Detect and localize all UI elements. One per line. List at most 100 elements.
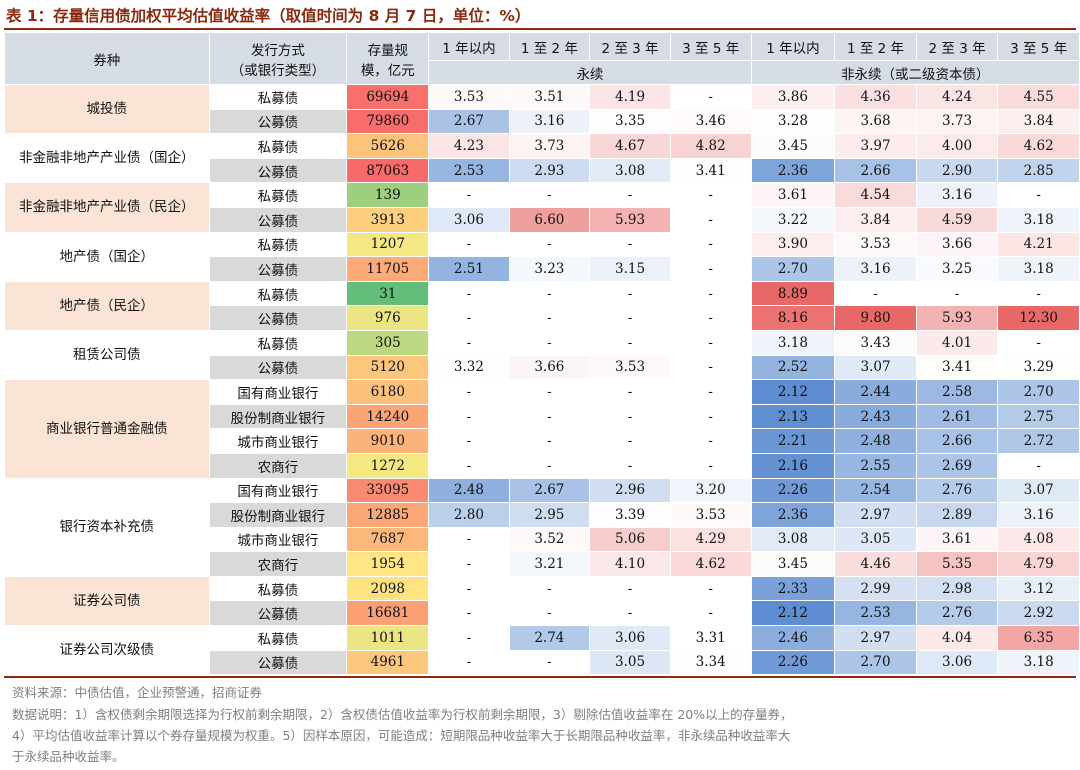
yield-cell: - xyxy=(589,379,671,405)
category-cell: 商业银行普通金融债 xyxy=(4,379,210,479)
yield-cell: - xyxy=(508,231,591,258)
table-row: 非金融非地产产业债（国企） 私募债 5626 4.23 3.73 4.67 4.82 3.45… xyxy=(4,133,1080,184)
yield-cell: 2.70 xyxy=(750,256,836,282)
category-cell: 证券公司次级债 xyxy=(4,625,210,676)
amount-cell: 9010 xyxy=(346,428,430,454)
data-note-line-3: 于永续品种收益率。 xyxy=(12,749,125,764)
category-cell: 租赁公司债 xyxy=(4,329,210,381)
header-term: 3 至 5 年 xyxy=(669,32,752,61)
table-title: 表 1：存量信用债加权平均估值收益率（取值时间为 8 月 7 日，单位：%） xyxy=(6,7,531,25)
yield-cell: 12.30 xyxy=(997,305,1080,331)
amount-cell: 5120 xyxy=(346,354,430,381)
yield-cell: - xyxy=(428,280,510,307)
yield-cell: - xyxy=(669,206,752,233)
yield-cell: - xyxy=(669,600,752,627)
yield-cell: 4.10 xyxy=(589,551,671,577)
yield-cell: - xyxy=(508,379,591,405)
yield-cell: 2.51 xyxy=(428,256,510,282)
yield-cell: 4.79 xyxy=(997,551,1080,577)
yield-cell: 3.18 xyxy=(997,649,1080,676)
yield-cell: 2.26 xyxy=(750,649,836,676)
yield-cell: 3.16 xyxy=(834,256,917,282)
yield-cell: 2.21 xyxy=(750,428,836,454)
yield-cell: 3.61 xyxy=(915,526,999,553)
yield-cell: - xyxy=(428,182,510,208)
yield-cell: 4.08 xyxy=(997,526,1080,553)
yield-cell: 3.97 xyxy=(834,133,917,159)
yield-cell: 4.21 xyxy=(997,231,1080,258)
table-row: 地产债（民企） 私募债 31- - - -8.89- - - xyxy=(4,280,1080,331)
header-term: 1 至 2 年 xyxy=(834,32,917,61)
amount-cell: 31 xyxy=(346,280,430,307)
yield-cell: 4.24 xyxy=(915,84,999,110)
yield-cell: 2.74 xyxy=(508,625,591,651)
yield-cell: 3.23 xyxy=(508,256,591,282)
issue-type-cell: 公募债 xyxy=(208,354,348,381)
table-row: 公募债 3913 3.06 6.60 5.93-3.22 3.84 4.59 3.18 xyxy=(5,206,1080,233)
category-cell: 非金融非地产产业债（民企） xyxy=(4,182,210,233)
yield-cell: - xyxy=(508,329,591,356)
table-row: 公募债 11705 2.51 3.23 3.15-2.70 3.16 3.25 3.18 xyxy=(5,256,1080,282)
yield-cell: 2.75 xyxy=(997,403,1080,430)
yield-cell: - xyxy=(508,280,591,307)
yield-cell: - xyxy=(997,280,1080,307)
yield-cell: 3.16 xyxy=(508,108,591,135)
amount-cell: 1011 xyxy=(346,625,430,651)
yield-cell: 2.13 xyxy=(750,403,836,430)
yield-cell: - xyxy=(834,280,917,307)
category-cell: 银行资本补充债 xyxy=(4,477,210,577)
amount-cell: 87063 xyxy=(346,157,430,184)
yield-cell: 2.43 xyxy=(834,403,917,430)
yield-cell: - xyxy=(428,526,510,553)
yield-cell: 3.18 xyxy=(997,256,1080,282)
yield-cell: - xyxy=(508,403,591,430)
yield-cell: 3.16 xyxy=(915,182,999,208)
amount-cell: 1207 xyxy=(346,231,430,258)
yield-cell: 2.36 xyxy=(750,502,836,528)
yield-cell: - xyxy=(589,600,671,627)
yield-cell: 2.44 xyxy=(834,379,917,405)
yield-cell: 3.68 xyxy=(834,108,917,135)
yield-cell: 6.35 xyxy=(997,625,1080,651)
amount-cell: 6180 xyxy=(346,379,430,405)
amount-cell: 11705 xyxy=(346,256,430,282)
yield-cell: 4.36 xyxy=(834,84,917,110)
yield-cell: 2.58 xyxy=(915,379,999,405)
footer-rule xyxy=(4,676,1076,678)
header-category: 券种 xyxy=(4,32,210,85)
yield-cell: 3.35 xyxy=(589,108,671,135)
yield-cell: - xyxy=(428,452,510,479)
yield-cell: - xyxy=(428,600,510,627)
title-rule xyxy=(4,28,1076,30)
issue-type-cell: 私募债 xyxy=(208,329,348,356)
yield-cell: - xyxy=(589,452,671,479)
yield-cell: 3.51 xyxy=(508,84,591,110)
data-note-line-2: 4）平均估值收益率计算以个券存量规模为权重。5）因样本原因，可能造成：短期限品种… xyxy=(12,728,791,743)
yield-cell: 2.53 xyxy=(428,157,510,184)
table-row: 股份制商业银行 12885 2.80 2.95 3.39 3.53 2.36 2.97 2.89… xyxy=(5,502,1080,528)
amount-cell: 976 xyxy=(346,305,430,331)
yield-cell: - xyxy=(428,428,510,454)
yield-cell: 4.54 xyxy=(834,182,917,208)
yield-cell: 4.29 xyxy=(669,526,752,553)
yield-cell: 3.53 xyxy=(428,84,510,110)
yield-cell: 2.67 xyxy=(508,477,591,504)
yield-cell: - xyxy=(589,403,671,430)
yield-cell: 3.05 xyxy=(834,526,917,553)
yield-cell: - xyxy=(669,182,752,208)
yield-cell: 3.53 xyxy=(834,231,917,258)
yield-cell: - xyxy=(997,182,1080,208)
issue-type-cell: 私募债 xyxy=(208,182,348,208)
table-row: 地产债（国企） 私募债 1207- - - -3.90 3.53 3.66 4.21 xyxy=(4,231,1080,282)
yield-cell: 3.07 xyxy=(834,354,917,381)
yield-cell: - xyxy=(669,305,752,331)
yield-cell: 3.39 xyxy=(589,502,671,528)
yield-cell: 2.36 xyxy=(750,157,836,184)
table-row: 城市商业银行 7687-3.52 5.06 4.29 3.08 3.05 3.61 4.08 xyxy=(5,526,1080,553)
table-row: 股份制商业银行 14240- - - -2.13 2.43 2.61 2.75 xyxy=(5,403,1080,430)
table-row: 非金融非地产产业债（民企） 私募债 139- - - -3.61 4.54 3.16- xyxy=(4,182,1080,233)
data-note-line-1: 数据说明：1）含权债剩余期限选择为行权前剩余期限，2）含权债估值收益率为行权前剩… xyxy=(12,707,793,722)
amount-cell: 79860 xyxy=(346,108,430,135)
issue-type-cell: 股份制商业银行 xyxy=(208,403,348,430)
yield-cell: 2.66 xyxy=(834,157,917,184)
